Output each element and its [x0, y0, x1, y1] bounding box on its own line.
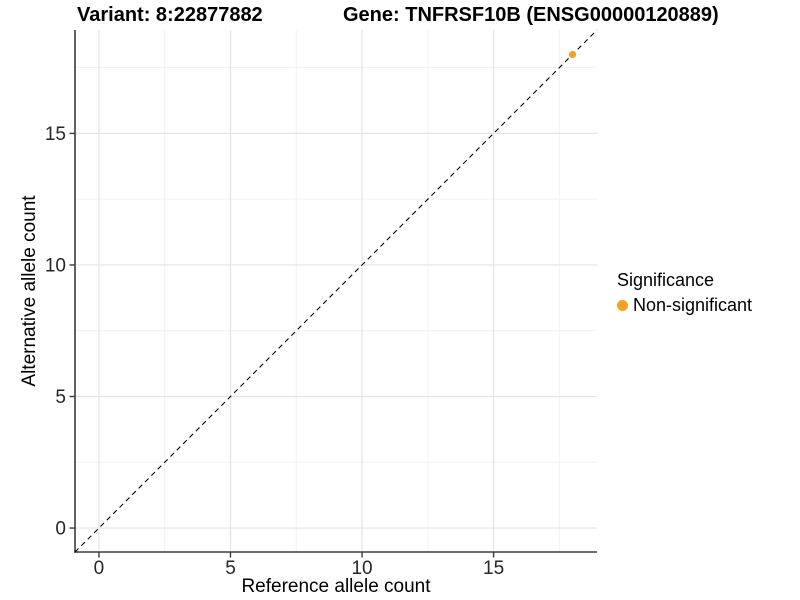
x-axis-title: Reference allele count — [241, 576, 431, 597]
svg-text:5: 5 — [225, 558, 236, 579]
gene-title: Gene: TNFRSF10B (ENSG00000120889) — [343, 4, 719, 26]
legend-item-label: Non-significant — [633, 295, 753, 315]
svg-text:0: 0 — [94, 558, 105, 579]
svg-text:10: 10 — [45, 255, 66, 276]
svg-text:5: 5 — [55, 387, 66, 408]
legend-title: Significance — [617, 270, 715, 290]
legend-item-non-significant: Non-significant — [617, 295, 752, 316]
svg-text:0: 0 — [55, 519, 66, 540]
svg-text:10: 10 — [351, 558, 372, 579]
svg-text:15: 15 — [483, 558, 504, 579]
svg-text:15: 15 — [45, 124, 66, 145]
point-marker-icon — [617, 300, 628, 311]
variant-title: Variant: 8:22877882 — [77, 4, 263, 26]
legend: Significance Non-significant — [617, 270, 752, 316]
y-axis-title: Alternative allele count — [19, 195, 40, 387]
